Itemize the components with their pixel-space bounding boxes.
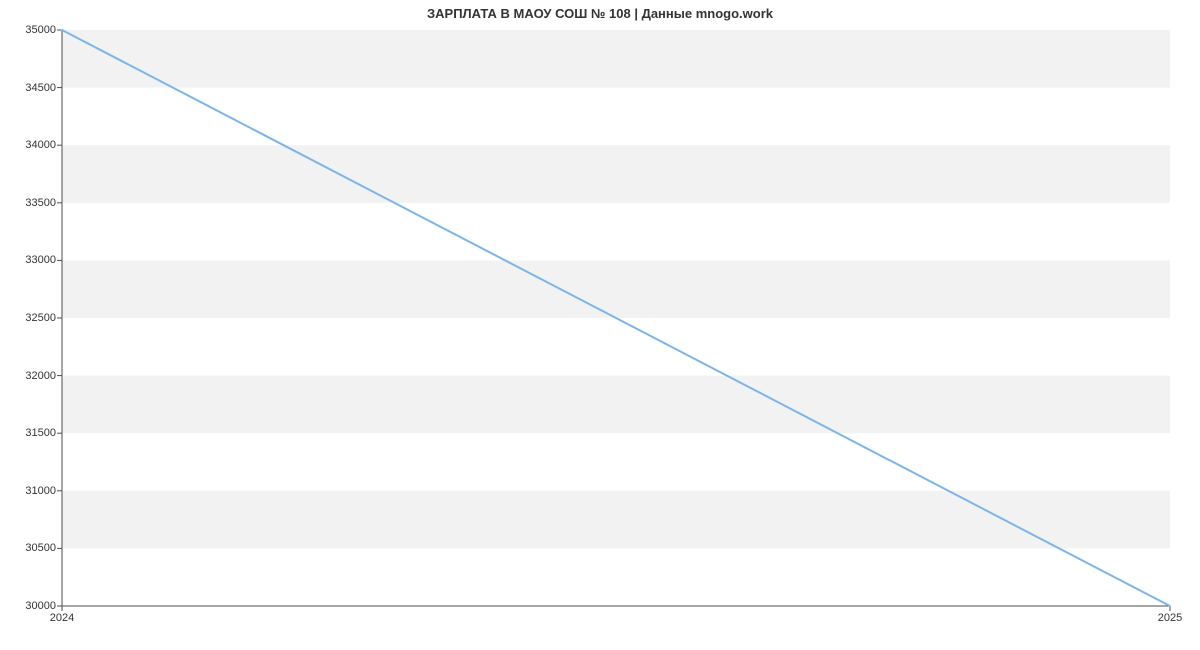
y-tick-label: 35000	[25, 24, 62, 36]
y-tick-label: 32000	[25, 370, 62, 382]
y-tick-label: 30500	[25, 542, 62, 554]
plot-svg	[62, 30, 1170, 606]
y-tick-label: 31000	[25, 485, 62, 497]
y-tick-label: 34000	[25, 139, 62, 151]
x-tick-label: 2024	[50, 606, 74, 624]
y-tick-label: 33500	[25, 197, 62, 209]
y-tick-label: 33000	[25, 254, 62, 266]
x-tick-label: 2025	[1158, 606, 1182, 624]
y-tick-label: 31500	[25, 427, 62, 439]
chart-title: ЗАРПЛАТА В МАОУ СОШ № 108 | Данные mnogo…	[0, 6, 1200, 21]
y-tick-label: 32500	[25, 312, 62, 324]
salary-chart: ЗАРПЛАТА В МАОУ СОШ № 108 | Данные mnogo…	[0, 0, 1200, 650]
y-tick-label: 34500	[25, 82, 62, 94]
plot-area: 3000030500310003150032000325003300033500…	[62, 30, 1170, 606]
